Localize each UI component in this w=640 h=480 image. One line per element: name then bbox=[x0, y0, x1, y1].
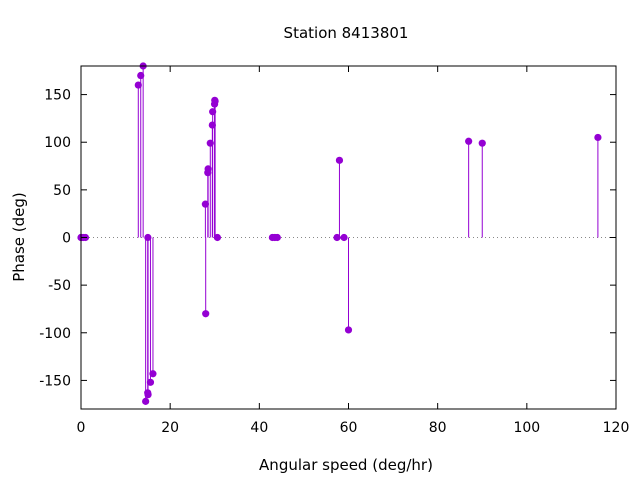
data-point bbox=[137, 71, 145, 80]
data-point bbox=[201, 200, 209, 208]
data-point bbox=[333, 233, 341, 242]
data-point bbox=[144, 233, 152, 242]
data-point bbox=[144, 391, 152, 399]
y-tick-label: 50 bbox=[53, 183, 71, 199]
data-point bbox=[335, 156, 344, 164]
data-point bbox=[149, 370, 157, 378]
data-point bbox=[204, 165, 212, 173]
data-point bbox=[206, 139, 214, 147]
data-point bbox=[142, 397, 150, 405]
x-tick-label: 100 bbox=[513, 420, 540, 436]
data-point bbox=[209, 108, 217, 116]
x-tick-label: 120 bbox=[603, 420, 630, 436]
data-point bbox=[146, 378, 155, 386]
data-point bbox=[213, 233, 222, 242]
y-tick-label: 150 bbox=[44, 88, 71, 104]
x-axis-title: Angular speed (deg/hr) bbox=[259, 456, 433, 474]
y-axis-title: Phase (deg) bbox=[10, 192, 28, 282]
data-point bbox=[134, 81, 142, 89]
data-point bbox=[465, 137, 473, 145]
data-point bbox=[478, 139, 486, 147]
x-tick-label: 0 bbox=[77, 420, 86, 436]
stems bbox=[137, 66, 599, 402]
x-axis: 0 20 40 60 80 100 120 bbox=[77, 66, 630, 436]
data-point bbox=[594, 133, 602, 142]
y-tick-label: 0 bbox=[62, 231, 71, 247]
data-point bbox=[208, 121, 216, 129]
chart-title: Station 8413801 bbox=[284, 24, 409, 42]
y-tick-label: 100 bbox=[44, 135, 71, 151]
data-points bbox=[77, 62, 602, 405]
data-point bbox=[273, 233, 281, 242]
x-tick-label: 80 bbox=[429, 420, 447, 436]
x-tick-label: 60 bbox=[340, 420, 358, 436]
y-axis: -150 -100 -50 0 50 100 150 bbox=[39, 88, 616, 389]
data-point bbox=[344, 326, 353, 334]
y-tick-label: -100 bbox=[39, 326, 71, 342]
x-tick-label: 40 bbox=[250, 420, 268, 436]
x-tick-label: 20 bbox=[161, 420, 179, 436]
data-point bbox=[340, 233, 348, 242]
y-tick-label: -150 bbox=[39, 373, 71, 389]
data-point bbox=[202, 310, 210, 318]
data-point bbox=[211, 97, 219, 105]
y-tick-label: -50 bbox=[48, 278, 71, 294]
